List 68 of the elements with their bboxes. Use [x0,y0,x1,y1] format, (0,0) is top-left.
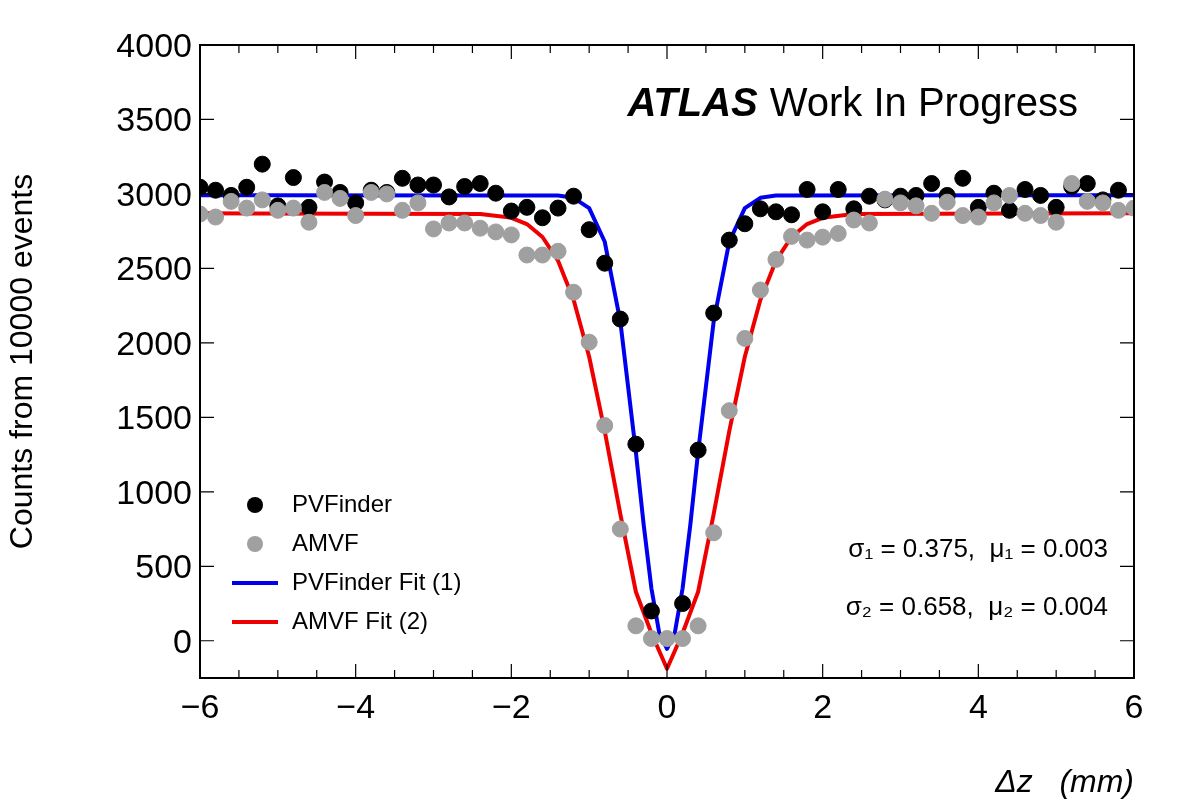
point [549,199,567,217]
y-tick-label: 3500 [116,100,192,139]
point [674,595,692,613]
legend-label: PVFinder Fit (1) [292,567,462,595]
y-tick-label: 2500 [116,249,192,288]
y-tick-label: 3000 [116,174,192,213]
x-tick-label: 0 [657,686,677,725]
point [238,178,256,196]
point [284,169,302,187]
point [425,176,442,194]
point [471,175,489,193]
x-tick-label: −2 [491,686,531,725]
point [502,202,520,220]
legend-label: AMVF Fit (2) [292,606,428,634]
point [393,169,411,187]
legend-label: PVFinder [292,489,393,517]
legend-label: AMVF [292,528,359,556]
y-tick-label: 1000 [116,472,192,511]
point [860,187,878,205]
point [1047,198,1065,216]
annotation: ATLAS [626,80,759,125]
point [1000,201,1018,219]
point [565,187,583,205]
point [580,221,598,239]
x-tick-label: −4 [336,686,376,725]
point [1109,181,1127,199]
y-axis-title: Counts from 10000 events [3,173,40,550]
point [440,188,458,206]
point [923,175,941,193]
point [253,155,271,173]
point [642,602,660,620]
point [1032,186,1050,204]
y-tick-label: 0 [173,621,192,660]
y-tick-label: 2000 [116,323,192,362]
point [767,203,785,221]
x-tick-label: 6 [1124,686,1144,725]
point [596,254,614,272]
y-tick-label: 1500 [116,398,192,437]
point [705,304,723,322]
point [611,310,629,328]
point [954,169,972,187]
point [1016,180,1034,198]
x-tick-label: 4 [968,686,988,725]
point [627,435,645,453]
point [814,203,832,221]
point [798,180,816,198]
annotation: σ₁ = 0.375, μ₁ = 0.003 [848,533,1108,564]
y-tick-label: 4000 [116,26,192,64]
point [751,200,769,218]
point [829,180,847,198]
point [300,198,318,216]
point [689,441,707,459]
point [783,206,801,224]
point [720,231,738,249]
x-axis-title: Δz (mm) [994,762,1134,799]
point [1078,175,1096,193]
x-tick-label: 2 [813,686,833,725]
point [533,209,551,227]
point [518,198,536,216]
point [487,184,505,202]
point [409,176,427,194]
y-tick-label: 500 [135,547,192,586]
point [736,215,754,233]
annotation: σ₂ = 0.658, μ₂ = 0.004 [845,591,1108,622]
point [456,177,474,195]
point [207,181,225,199]
annotation: Work In Progress [769,80,1078,125]
x-tick-label: −6 [180,686,220,725]
